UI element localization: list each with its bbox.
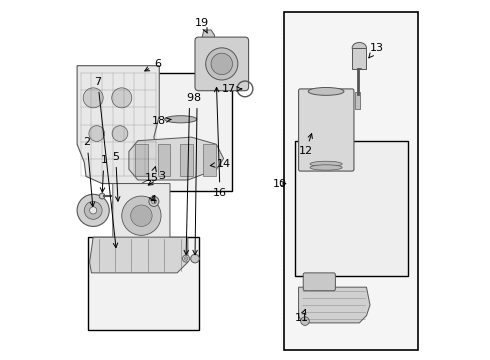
Ellipse shape [308, 87, 344, 95]
Text: 8: 8 [193, 93, 201, 255]
Circle shape [211, 53, 232, 75]
Circle shape [99, 193, 105, 199]
Circle shape [112, 199, 124, 211]
Circle shape [182, 255, 190, 262]
Circle shape [77, 194, 109, 226]
Polygon shape [129, 137, 223, 180]
Polygon shape [202, 30, 215, 42]
Text: 14: 14 [210, 159, 231, 169]
Ellipse shape [310, 165, 342, 170]
Polygon shape [113, 184, 170, 244]
Bar [284, 12, 418, 350]
Circle shape [84, 202, 102, 219]
Circle shape [90, 207, 97, 214]
Ellipse shape [352, 42, 367, 53]
Text: 13: 13 [369, 43, 384, 58]
Polygon shape [77, 66, 159, 184]
Text: 19: 19 [195, 18, 209, 33]
Text: 2: 2 [84, 138, 95, 207]
Polygon shape [298, 287, 370, 323]
Bar [203, 144, 216, 176]
Circle shape [191, 254, 199, 263]
Circle shape [115, 202, 122, 208]
Text: 12: 12 [299, 134, 313, 157]
Text: 16: 16 [213, 87, 227, 198]
Circle shape [122, 196, 161, 235]
Bar [180, 144, 193, 176]
Text: 17: 17 [222, 84, 242, 94]
Text: 4: 4 [149, 195, 156, 204]
FancyBboxPatch shape [195, 37, 248, 91]
Bar [88, 237, 198, 330]
Circle shape [184, 257, 188, 260]
FancyBboxPatch shape [303, 273, 335, 291]
Circle shape [89, 126, 104, 141]
Text: 15: 15 [145, 167, 159, 183]
Bar [352, 48, 367, 69]
Bar [295, 141, 408, 276]
Bar [158, 144, 171, 176]
Circle shape [131, 205, 152, 226]
Circle shape [301, 317, 309, 325]
Text: 5: 5 [112, 152, 120, 201]
Ellipse shape [310, 161, 342, 167]
Text: 18: 18 [151, 116, 171, 126]
Text: 1: 1 [100, 156, 107, 192]
FancyBboxPatch shape [298, 89, 354, 171]
Text: 7: 7 [94, 77, 118, 248]
Text: 10: 10 [273, 179, 287, 189]
Bar [135, 144, 148, 176]
Circle shape [112, 88, 132, 108]
Bar [355, 93, 360, 109]
Circle shape [151, 199, 156, 204]
Circle shape [149, 197, 159, 206]
Circle shape [206, 48, 238, 80]
Bar [125, 73, 232, 191]
Text: 6: 6 [145, 59, 161, 71]
Text: 11: 11 [295, 310, 309, 323]
Ellipse shape [165, 116, 197, 123]
Text: 9: 9 [184, 93, 193, 255]
Circle shape [112, 126, 128, 141]
Text: 3: 3 [148, 171, 166, 185]
Polygon shape [90, 237, 188, 273]
Circle shape [83, 88, 103, 108]
